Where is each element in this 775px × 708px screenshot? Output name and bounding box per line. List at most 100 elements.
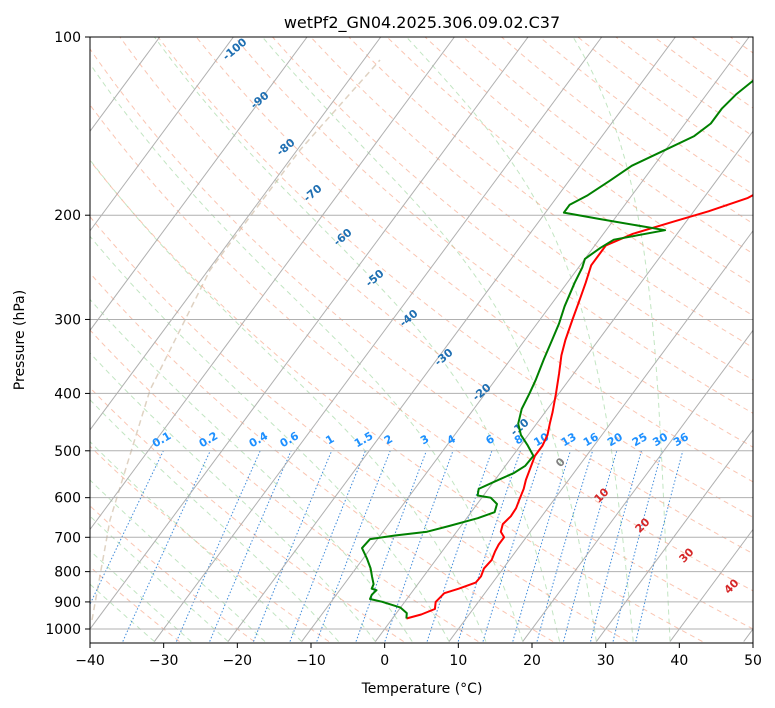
mixing-ratio-line	[635, 450, 684, 642]
y-tick-label: 800	[54, 565, 81, 581]
moist-adiabat-line	[90, 440, 303, 642]
dry-adiabat-line	[234, 37, 753, 448]
mixing-ratio-label: 20	[605, 430, 625, 449]
mixing-ratio-line	[176, 450, 261, 642]
mixing-ratio-label: 0.1	[150, 429, 173, 450]
moist-adiabat-label: 0	[553, 455, 568, 470]
dewpoint-profile-line	[361, 79, 753, 619]
moist-adiabat-line	[90, 159, 487, 642]
y-tick-label: 100	[54, 30, 81, 46]
moist-adiabat-line	[90, 62, 524, 642]
x-tick-label: 10	[449, 653, 467, 669]
y-tick-label: 400	[54, 386, 81, 402]
dry-adiabat-label: -80	[274, 136, 298, 159]
mixing-ratio-labels: 0.1 0.2 0.4 0.6 1 1.5 2 3 4 6 8 10 13 16 20 25 30 36	[150, 429, 691, 450]
x-axis-ticks: −40 −30 −20 −10 0 10 20 30 40 50	[75, 643, 762, 669]
mixing-ratio-line	[253, 450, 333, 642]
moist-adiabat-line	[90, 235, 450, 642]
isotherm-line	[153, 37, 603, 642]
isotherm-line	[227, 37, 676, 642]
mixing-ratio-label: 1	[323, 432, 336, 447]
isotherm-line	[0, 37, 12, 642]
x-tick-label: 20	[523, 653, 541, 669]
mixing-ratio-label: 36	[671, 430, 691, 449]
dry-adiabat-line	[90, 159, 703, 642]
dry-adiabat-label: -50	[363, 267, 387, 290]
dry-adiabat-line	[90, 566, 180, 642]
profile-series	[361, 79, 753, 620]
mixing-ratio-label: 0.2	[197, 429, 220, 450]
dry-adiabat-line	[769, 37, 775, 642]
dry-adiabat-line	[90, 329, 479, 642]
moist-adiabat-label: 40	[722, 576, 742, 596]
x-tick-label: 0	[380, 653, 389, 669]
dry-adiabat-line	[157, 37, 753, 518]
moist-adiabat-line	[90, 298, 413, 642]
isotherm-line	[90, 37, 234, 232]
moist-adiabat-line	[90, 549, 192, 642]
moist-adiabat-line	[90, 399, 339, 642]
isotherm-line	[90, 37, 455, 531]
mixing-ratio-line	[457, 450, 521, 642]
dry-adiabat-line	[90, 387, 404, 642]
mixing-ratio-line	[209, 450, 292, 642]
mixing-ratio-line	[316, 450, 391, 642]
dry-adiabat-line	[272, 37, 753, 414]
mixing-ratio-label: 2	[382, 432, 395, 447]
mixing-ratio-line	[512, 450, 571, 642]
isotherm-line	[522, 329, 753, 642]
moist-adiabat-label: 30	[677, 545, 697, 565]
dry-adiabat-line	[90, 215, 628, 642]
dry-adiabat-label: -20	[470, 381, 494, 404]
dry-adiabat-line	[348, 37, 753, 349]
dry-adiabat-label: -90	[248, 89, 272, 112]
isotherm-line	[595, 429, 753, 642]
guide-curve	[91, 59, 381, 621]
mixing-ratio-line	[536, 450, 594, 642]
isobars	[90, 37, 753, 630]
dry-adiabat-label: -60	[331, 226, 355, 249]
x-axis-label: Temperature (°C)	[361, 681, 483, 697]
y-tick-label: 700	[54, 530, 81, 546]
isotherm-line	[90, 37, 529, 630]
dry-adiabat-line	[462, 37, 753, 255]
dry-adiabat-line	[424, 37, 753, 286]
plot-area: 0.1 0.2 0.4 0.6 1 1.5 2 3 4 6 8 10 13 16 20 25 30 36 -100…	[0, 37, 775, 642]
dry-adiabat-line	[577, 37, 753, 166]
y-tick-label: 200	[54, 208, 81, 224]
dry-adiabat-line	[90, 445, 330, 642]
isotherm-line	[374, 130, 753, 642]
moist-adiabat-line	[153, 37, 561, 642]
mixing-ratio-line	[122, 450, 211, 642]
x-tick-label: 40	[670, 653, 688, 669]
mixing-ratio-line	[90, 450, 164, 606]
isotherms	[0, 37, 753, 642]
mixing-ratio-label: 0.4	[247, 429, 271, 450]
mixing-ratio-line	[563, 450, 618, 642]
mixing-ratio-label: 6	[484, 432, 497, 447]
moist-adiabat-line	[90, 583, 155, 642]
y-axis-label: Pressure (hPa)	[12, 290, 28, 390]
moist-adiabat-line	[90, 479, 266, 642]
temperature-profile-line	[406, 193, 753, 620]
dry-adiabat-label: -40	[397, 307, 421, 330]
isotherm-line	[90, 37, 308, 332]
dry-adiabat-line	[90, 48, 753, 592]
x-tick-label: −30	[149, 653, 179, 669]
moist-adiabat-labels: 0 10 20 30 40	[553, 455, 742, 597]
y-tick-label: 300	[54, 312, 81, 328]
dry-adiabat-line	[90, 104, 753, 630]
y-tick-label: 500	[54, 444, 81, 460]
moist-adiabat-line	[90, 515, 229, 642]
mixing-ratio-label: 25	[630, 430, 650, 449]
mixing-ratio-line	[355, 450, 427, 642]
isotherm-line	[90, 37, 382, 431]
isotherm-line	[669, 528, 753, 642]
mixing-ratio-line	[384, 450, 454, 642]
isotherm-line	[301, 37, 750, 642]
mixing-ratio-line	[612, 450, 663, 642]
dry-adiabat-label: -70	[301, 182, 325, 205]
mixing-ratio-line	[590, 450, 642, 642]
x-tick-label: −10	[296, 653, 326, 669]
